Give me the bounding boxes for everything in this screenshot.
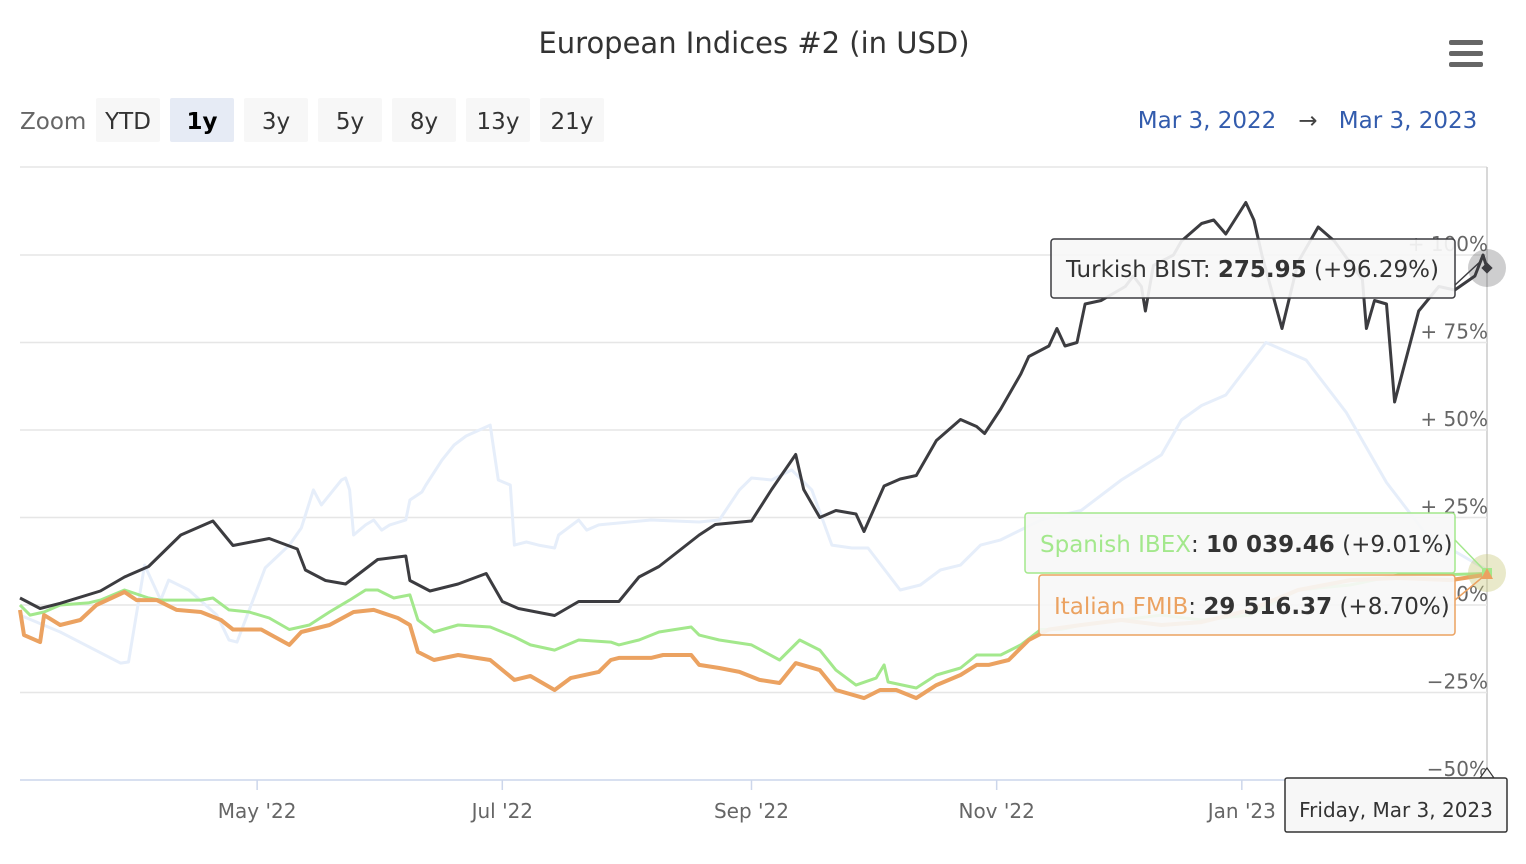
hamburger-menu-icon[interactable]	[1449, 40, 1483, 67]
zoom-label: Zoom	[20, 109, 86, 135]
tooltip-series-name: Turkish BIST	[1065, 257, 1206, 283]
zoom-button-5y[interactable]: 5y	[318, 98, 382, 142]
tooltip-value: 275.95	[1218, 257, 1307, 283]
svg-text:Turkish BIST: 275.95 (+96.29%): Turkish BIST: 275.95 (+96.29%)	[1065, 257, 1439, 283]
tooltip-ibex: Spanish IBEX: 10 039.46 (+9.01%)	[1024, 512, 1485, 574]
tooltip-fmib: Italian FMIB: 29 516.37 (+8.70%)	[1038, 574, 1485, 636]
zoom-button-label: 13y	[477, 109, 520, 135]
y-tick-label: −50%	[1427, 757, 1488, 781]
x-tick-label: Sep '22	[714, 799, 789, 823]
zoom-button-label: 5y	[336, 109, 364, 135]
x-axis-crosshair-label: Friday, Mar 3, 2023	[1284, 766, 1508, 833]
zoom-button-label: 3y	[262, 109, 290, 135]
series-line-italian-fmib[interactable]	[18, 572, 1488, 701]
range-arrow: →	[1298, 108, 1317, 134]
range-to-input[interactable]: Mar 3, 2023	[1339, 108, 1478, 134]
x-tick-label: Nov '22	[958, 799, 1034, 823]
zoom-button-21y[interactable]: 21y	[540, 98, 604, 142]
chart-title: European Indices #2 (in USD)	[538, 26, 969, 60]
y-tick-label: + 75%	[1420, 320, 1488, 344]
tooltip-change: (+96.29%)	[1314, 257, 1439, 283]
tooltip-date: Friday, Mar 3, 2023	[1299, 798, 1493, 822]
tooltip-change: (+8.70%)	[1339, 594, 1449, 620]
svg-text:Spanish IBEX: 10 039.46 (+9.01: Spanish IBEX: 10 039.46 (+9.01%)	[1040, 532, 1452, 558]
tooltip-series-name: Spanish IBEX	[1040, 532, 1191, 558]
bist-marker-icon	[1481, 262, 1493, 274]
range-from-input[interactable]: Mar 3, 2022	[1138, 108, 1277, 134]
x-tick-label: Jan '23	[1206, 799, 1276, 823]
x-tick-label: Jul '22	[470, 799, 533, 823]
zoom-button-label: 8y	[410, 109, 438, 135]
zoom-button-label: YTD	[104, 109, 151, 135]
x-tick-label: May '22	[218, 799, 297, 823]
zoom-button-3y[interactable]: 3y	[244, 98, 308, 142]
zoom-button-13y[interactable]: 13y	[466, 98, 530, 142]
zoom-button-YTD[interactable]: YTD	[96, 98, 160, 142]
tooltip-series-name: Italian FMIB	[1054, 594, 1188, 620]
tooltip-change: (+9.01%)	[1342, 532, 1452, 558]
tooltip-bist: Turkish BIST: 275.95 (+96.29%)	[1050, 238, 1483, 299]
zoom-button-8y[interactable]: 8y	[392, 98, 456, 142]
tooltip-value: 29 516.37	[1203, 594, 1332, 620]
y-tick-label: −25%	[1427, 670, 1488, 694]
y-tick-label: + 50%	[1420, 407, 1488, 431]
zoom-button-label: 21y	[551, 109, 594, 135]
svg-text:Italian FMIB: 29 516.37 (+8.70: Italian FMIB: 29 516.37 (+8.70%)	[1054, 594, 1450, 620]
tooltip-value: 10 039.46	[1206, 532, 1335, 558]
zoom-button-label: 1y	[187, 109, 218, 135]
zoom-button-1y[interactable]: 1y	[170, 98, 234, 142]
